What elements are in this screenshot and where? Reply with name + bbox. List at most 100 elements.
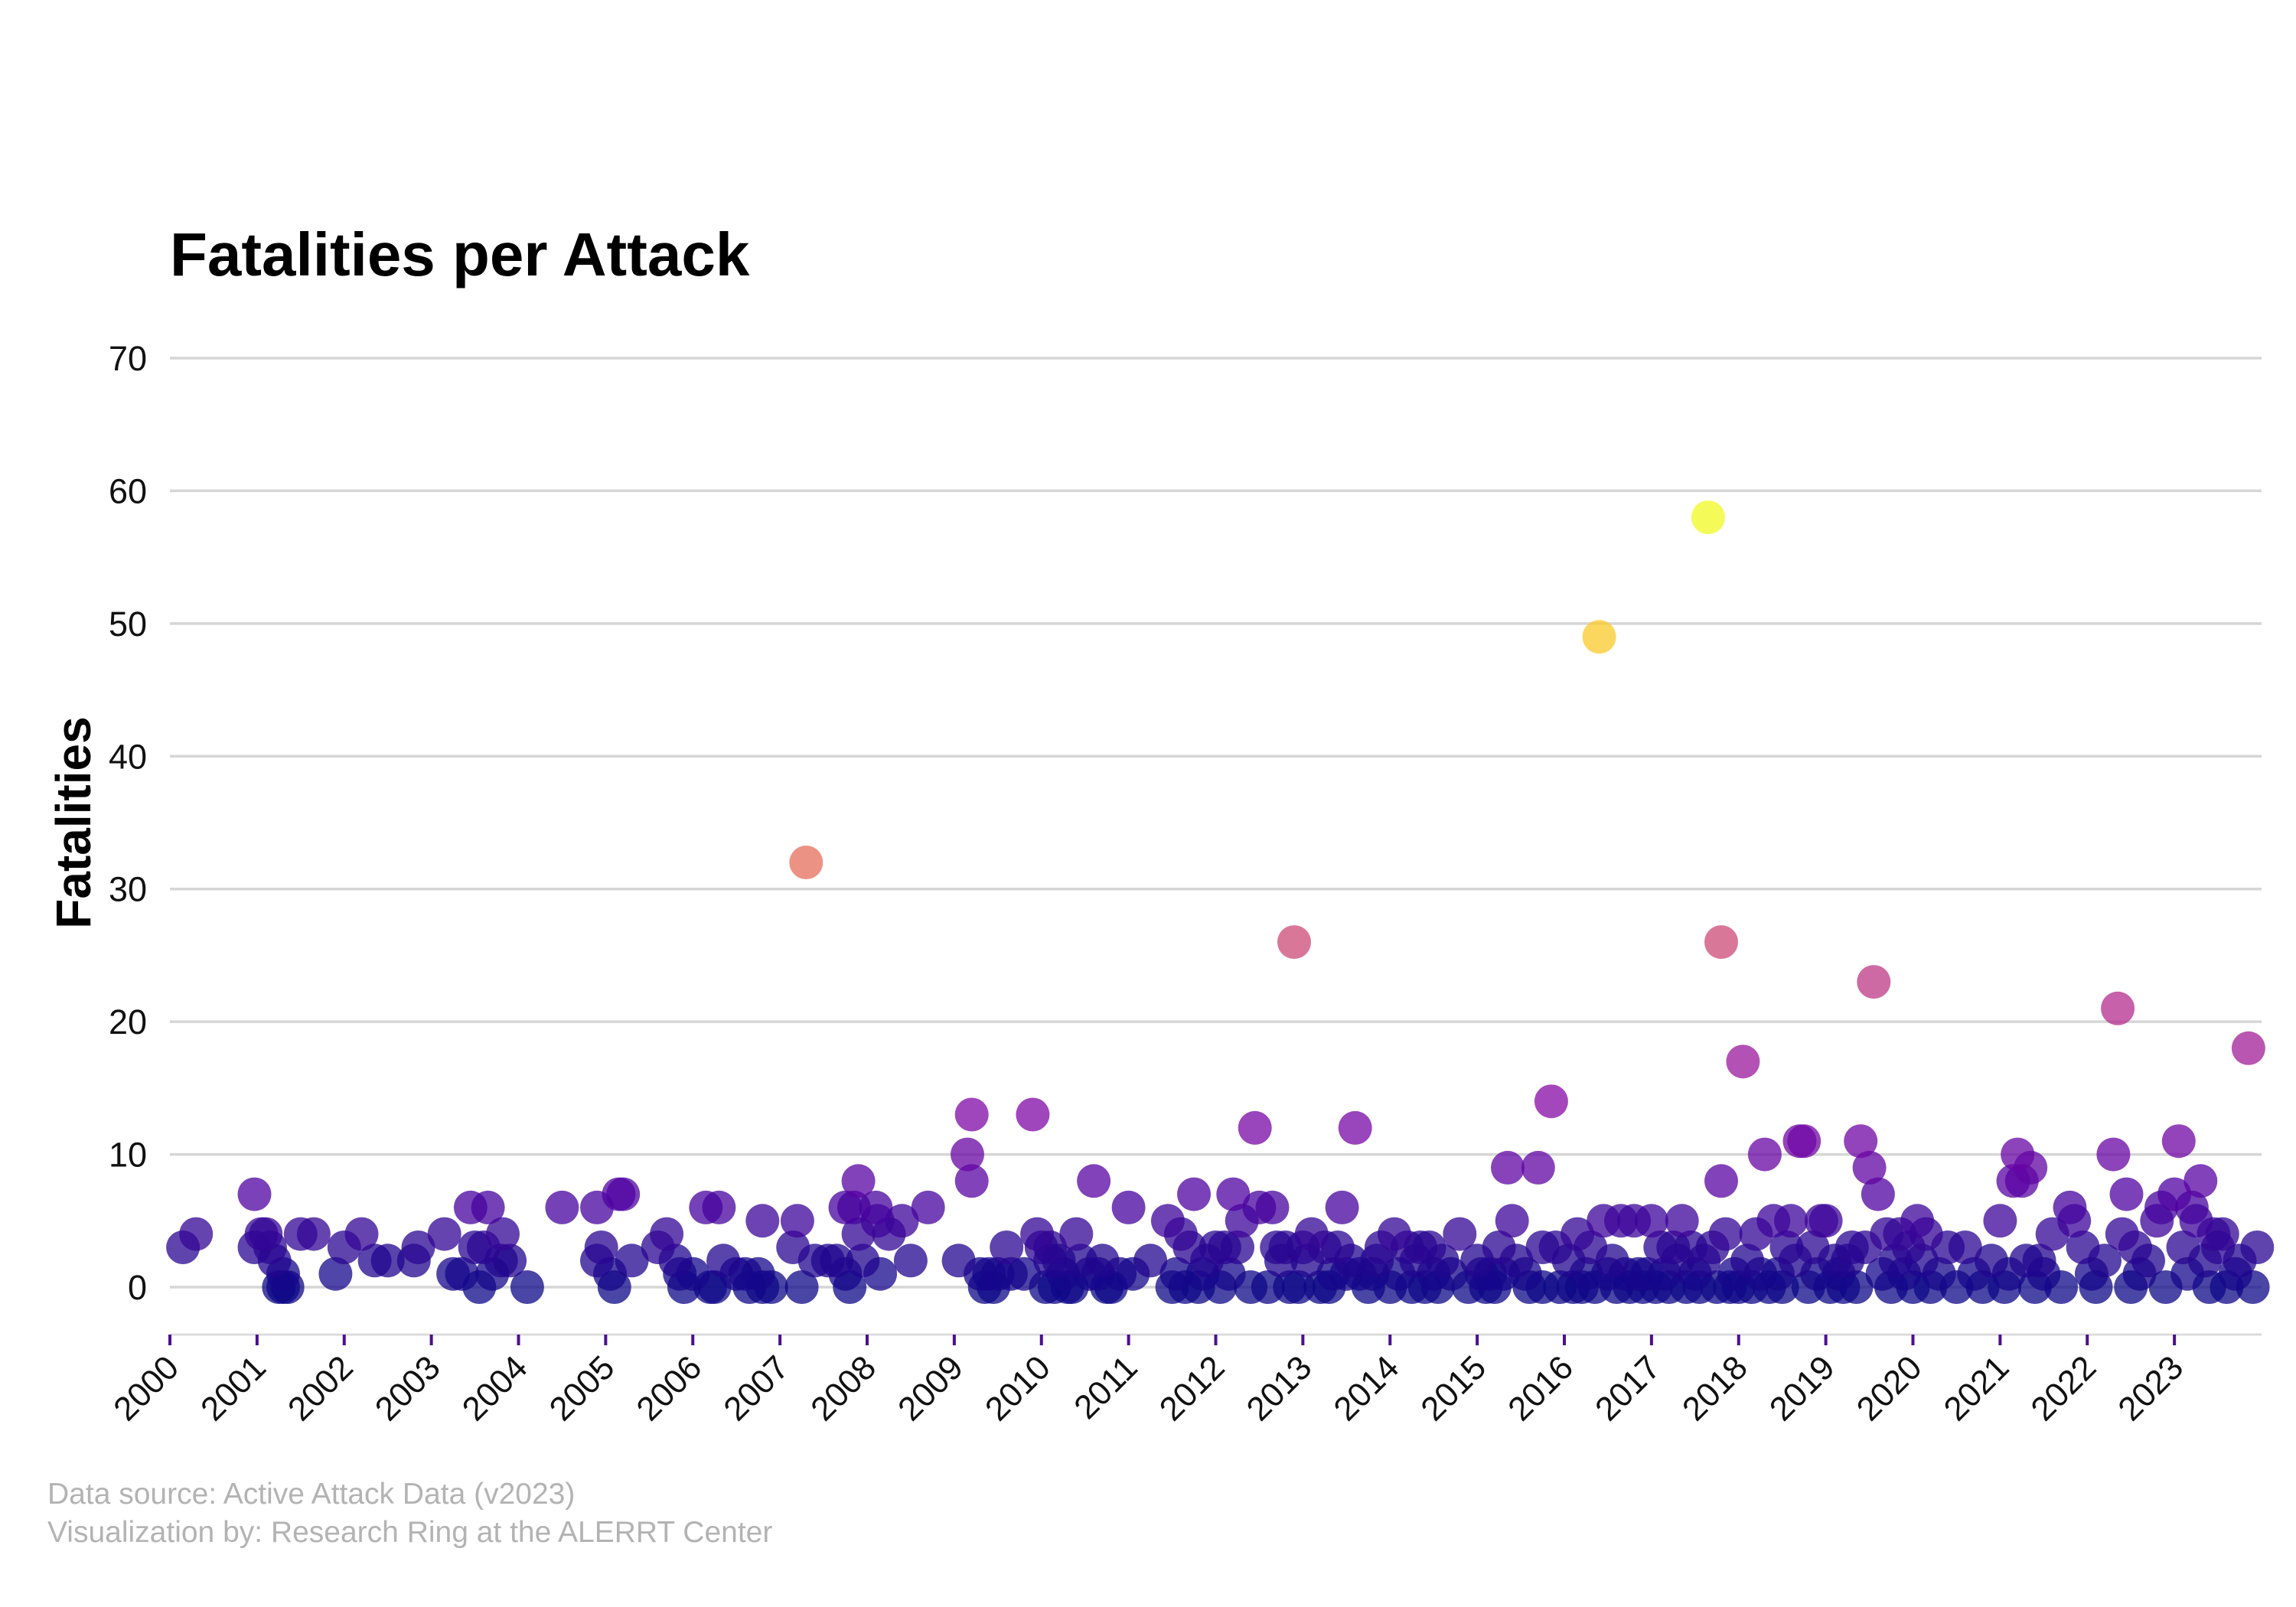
data-point <box>296 1217 331 1251</box>
data-point <box>1787 1124 1821 1159</box>
data-point <box>1238 1110 1272 1145</box>
data-point <box>2105 1217 2139 1251</box>
data-point <box>2166 1231 2200 1264</box>
data-point <box>2183 1164 2218 1198</box>
data-point <box>1948 1231 1982 1264</box>
data-point <box>606 1177 641 1211</box>
data-point <box>780 1204 814 1238</box>
data-point <box>789 846 823 879</box>
data-point <box>1857 965 1891 999</box>
data-point <box>1159 1257 1194 1291</box>
data-point <box>1085 1244 1120 1278</box>
data-point <box>1983 1204 2017 1238</box>
data-point <box>1730 1244 1765 1278</box>
data-point <box>1521 1150 1555 1185</box>
data-point <box>486 1217 520 1251</box>
data-point <box>885 1204 919 1238</box>
data-point <box>445 1257 479 1291</box>
data-point <box>2101 991 2135 1025</box>
data-point <box>510 1270 544 1304</box>
data-point <box>1975 1244 2008 1278</box>
x-tick-label: 2012 <box>1153 1348 1232 1428</box>
x-tick-label: 2014 <box>1326 1348 1406 1428</box>
x-tick-label: 2021 <box>1937 1348 2017 1428</box>
data-point <box>784 1270 819 1304</box>
data-point <box>1900 1204 1935 1238</box>
chart-title: Fatalities per Attack <box>170 220 750 288</box>
x-tick-label: 2000 <box>106 1348 186 1428</box>
data-point <box>706 1244 741 1278</box>
data-point <box>1795 1231 1830 1264</box>
data-point <box>1726 1045 1760 1079</box>
y-tick-label: 40 <box>109 737 147 776</box>
y-tick-label: 0 <box>128 1268 147 1307</box>
data-point <box>179 1217 214 1251</box>
caption-source: Data source: Active Attack Data (v2023) <box>47 1478 575 1511</box>
data-point <box>237 1177 272 1211</box>
data-point <box>1016 1097 1050 1132</box>
data-point <box>1634 1204 1668 1238</box>
data-point <box>1704 1164 1738 1198</box>
data-point <box>1808 1204 1843 1238</box>
data-point <box>1495 1204 1529 1238</box>
data-point <box>1216 1177 1251 1211</box>
data-point <box>545 1190 579 1224</box>
data-point <box>1747 1137 1782 1172</box>
data-point <box>584 1231 618 1264</box>
data-point <box>2109 1177 2144 1211</box>
y-axis-label: Fatalities <box>46 716 101 928</box>
data-point <box>2205 1217 2239 1251</box>
data-point <box>2066 1231 2100 1264</box>
data-point <box>1561 1217 1595 1251</box>
x-tick-label: 2003 <box>368 1348 448 1428</box>
x-tick-label: 2007 <box>716 1348 796 1428</box>
x-tick-label: 2020 <box>1850 1348 1929 1428</box>
data-point <box>1708 1217 1743 1251</box>
data-point <box>776 1231 810 1264</box>
data-point <box>820 1244 854 1278</box>
data-point <box>2022 1244 2056 1278</box>
data-point <box>954 1097 989 1132</box>
data-point <box>1007 1257 1041 1291</box>
data-point <box>702 1190 736 1224</box>
x-tick-label: 2004 <box>455 1348 535 1428</box>
data-point <box>1443 1217 1477 1251</box>
data-point <box>1691 500 1725 535</box>
data-point <box>1377 1217 1411 1251</box>
x-tick-label: 2009 <box>891 1348 970 1428</box>
x-tick-label: 2006 <box>629 1348 709 1428</box>
data-point <box>1704 925 1738 960</box>
data-point <box>1020 1217 1055 1251</box>
data-point <box>2001 1137 2035 1172</box>
data-point <box>1059 1217 1094 1251</box>
data-point <box>1325 1190 1359 1224</box>
data-point <box>1665 1204 1699 1238</box>
data-point <box>493 1244 527 1278</box>
y-tick-label: 60 <box>109 471 147 510</box>
data-point <box>1177 1177 1211 1211</box>
x-axis-ticks: 2000 2001 2002 2003 2004 2005 2006 2007 2008 2009… <box>106 1335 2190 1428</box>
data-points <box>166 500 2275 1304</box>
x-tick-label: 2016 <box>1501 1348 1580 1428</box>
data-point <box>941 1244 976 1278</box>
x-tick-label: 2008 <box>804 1348 883 1428</box>
data-point <box>990 1231 1024 1264</box>
y-tick-label: 30 <box>109 870 147 909</box>
x-tick-label: 2017 <box>1588 1348 1668 1428</box>
data-point <box>1582 620 1616 654</box>
data-point <box>471 1190 505 1224</box>
data-point <box>741 1257 775 1291</box>
x-tick-label: 2005 <box>543 1348 622 1428</box>
data-point <box>846 1244 880 1278</box>
x-tick-label: 2022 <box>2024 1348 2103 1428</box>
x-tick-label: 2019 <box>1763 1348 1842 1428</box>
data-point <box>615 1244 649 1278</box>
x-tick-label: 2013 <box>1240 1348 1319 1428</box>
data-point <box>2161 1124 2196 1159</box>
y-tick-label: 10 <box>109 1136 147 1175</box>
data-point <box>1320 1231 1355 1264</box>
caption-credit: Visualization by: Research Ring at the A… <box>47 1516 772 1549</box>
y-axis-ticks: 0 10 20 30 40 50 60 70 <box>109 339 147 1307</box>
data-point <box>1534 1084 1568 1119</box>
